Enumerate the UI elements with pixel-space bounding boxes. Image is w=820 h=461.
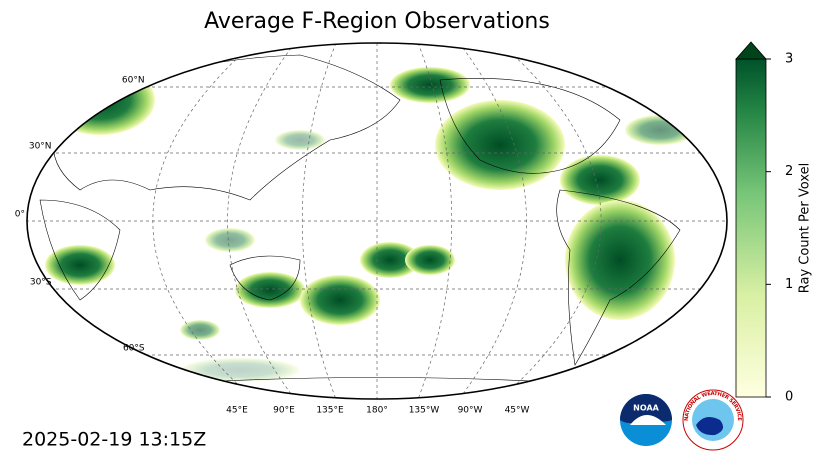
meridian [227, 43, 296, 399]
noaa-text: NOAA [633, 404, 659, 413]
lat-label: 60°N [122, 76, 145, 86]
map-border [26, 42, 728, 400]
meridian [301, 43, 337, 399]
noaa-logo: NOAA [620, 394, 672, 446]
colorbar: Ray Count Per Voxel 0 1 2 3 [735, 41, 813, 405]
lat-label: 30°N [29, 142, 52, 152]
colorbar-tick-label: 2 [785, 164, 793, 179]
lon-label: 90°E [273, 406, 295, 416]
lon-label: 135°E [316, 406, 344, 416]
lon-label: 45°W [505, 406, 530, 416]
lat-label: 30°S [30, 278, 52, 288]
meridian [458, 43, 527, 399]
colorbar-label: Ray Count Per Voxel [798, 163, 813, 293]
lon-label: 180° [366, 406, 388, 416]
colorbar-tick-label: 3 [785, 52, 793, 67]
lat-label: 0° [15, 210, 25, 220]
lon-label: 135°W [409, 406, 440, 416]
meridian [417, 43, 453, 399]
map [27, 43, 727, 399]
colorbar-tick-label: 0 [785, 390, 793, 405]
meridian [152, 43, 254, 399]
nws-logo: NATIONAL WEATHER SERVICE [682, 389, 744, 451]
observation-areas [45, 65, 695, 382]
lon-label: 90°W [458, 406, 483, 416]
timestamp: 2025-02-19 13:15Z [22, 429, 206, 451]
meridian [500, 43, 602, 399]
lon-label: 45°E [226, 406, 248, 416]
colorbar-tick-label: 1 [785, 277, 793, 292]
title: Average F-Region Observations [204, 9, 550, 34]
lat-label: 60°S [123, 344, 145, 354]
